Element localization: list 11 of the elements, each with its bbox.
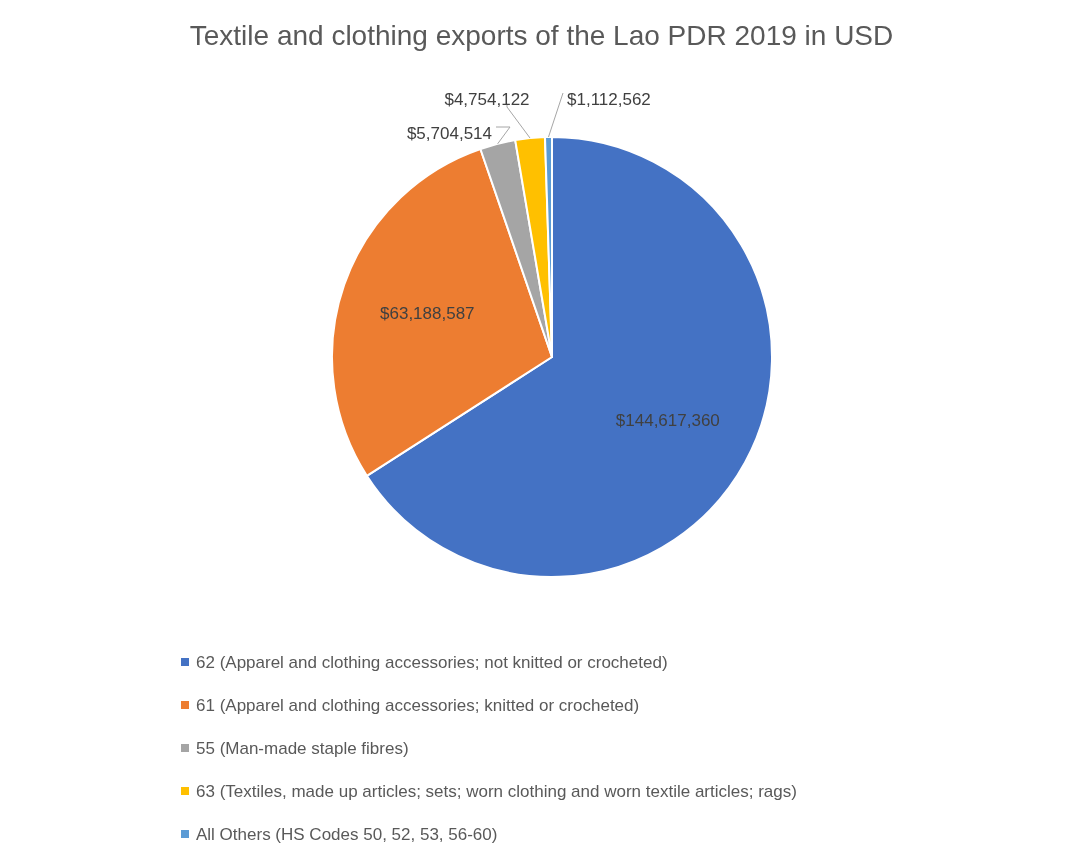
legend-label: 55 (Man-made staple fibres) (196, 738, 409, 758)
data-label: $63,188,587 (380, 304, 475, 324)
data-label: $1,112,562 (567, 89, 651, 109)
data-label: $5,704,514 (406, 123, 492, 143)
legend-label: 62 (Apparel and clothing accessories; not knitted or crocheted) (196, 652, 668, 672)
data-label: $144,617,360 (615, 410, 720, 430)
data-label: $4,754,122 (444, 89, 530, 109)
legend-label: 61 (Apparel and clothing accessories; knitted or crocheted) (196, 695, 640, 715)
legend-label: 63 (Textiles, made up articles; sets; worn clothing and worn textile articles; rags) (196, 781, 797, 801)
chart-title: Textile and clothing exports of the Lao PDR 2019 in USD (189, 20, 894, 51)
legend-label: All Others (HS Codes 50, 52, 53, 56-60) (196, 824, 498, 844)
